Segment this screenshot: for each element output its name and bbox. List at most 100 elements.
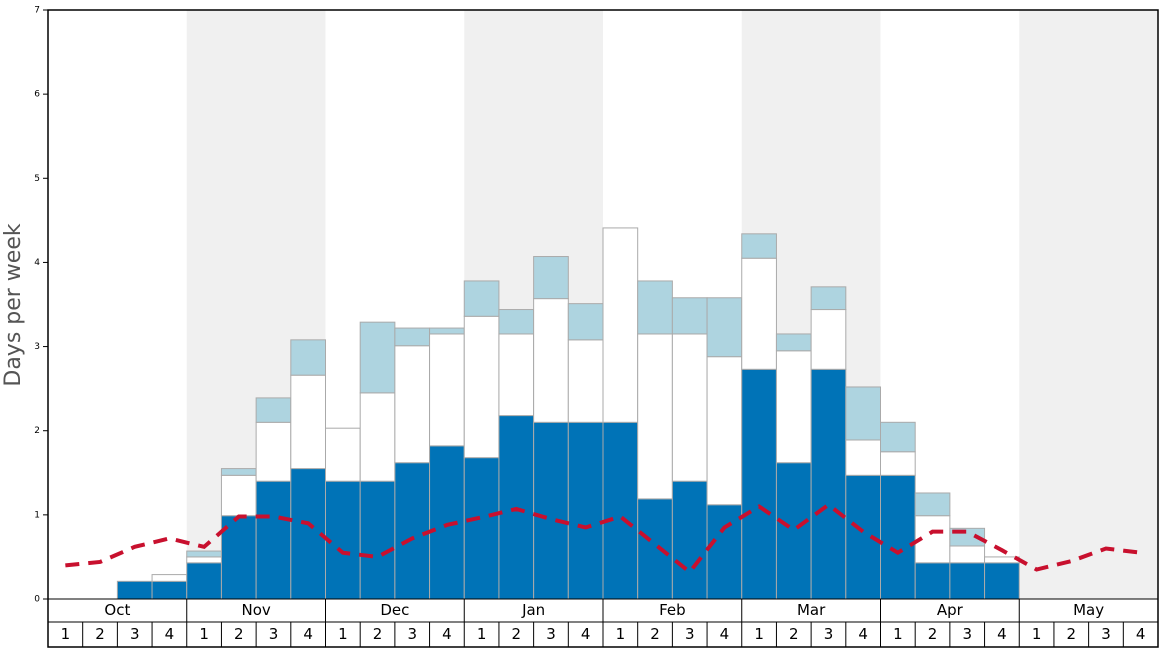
bar-segment: [394, 345, 431, 464]
bar-segment: [984, 556, 1020, 564]
month-label: Dec: [380, 601, 409, 619]
bar-segment: [914, 492, 951, 517]
week-label: 3: [962, 625, 972, 643]
bar-segment: [359, 480, 396, 600]
bar-segment: [706, 297, 743, 358]
bar-segment: [255, 421, 292, 482]
bar-segment: [845, 386, 881, 441]
bar-segment: [533, 298, 569, 423]
bar-segment: [359, 392, 396, 482]
week-label: 1: [477, 625, 487, 643]
y-tick-label: 5: [34, 174, 40, 184]
bar-segment: [775, 462, 812, 600]
bar-segment: [741, 233, 777, 259]
week-label: 2: [650, 625, 660, 643]
y-tick-label: 6: [34, 90, 40, 100]
bar-segment: [186, 562, 222, 600]
bar-segment: [151, 580, 188, 600]
week-label: 3: [1101, 625, 1111, 643]
month-label: Oct: [104, 601, 130, 619]
bar-segment: [429, 327, 465, 335]
bar-segment: [914, 562, 951, 600]
bar-segment: [533, 256, 569, 300]
week-label: 4: [858, 625, 868, 643]
bar-segment: [810, 368, 847, 600]
trend-line: [65, 502, 1141, 575]
week-label: 3: [546, 625, 556, 643]
week-label: 4: [720, 625, 730, 643]
bar-segment: [602, 421, 639, 600]
week-label: 3: [407, 625, 417, 643]
bar-segment: [741, 257, 777, 370]
bar-segment: [567, 421, 604, 600]
month-label: Apr: [937, 601, 964, 619]
week-label: 1: [1032, 625, 1042, 643]
week-label: 2: [512, 625, 522, 643]
week-label: 3: [130, 625, 140, 643]
week-label: 2: [1067, 625, 1077, 643]
bar-segment: [255, 480, 292, 600]
bar-segment: [880, 474, 916, 600]
y-tick-label: 4: [34, 258, 40, 268]
bar-segment: [463, 315, 500, 459]
bar-segment: [637, 333, 673, 500]
week-label: 4: [442, 625, 452, 643]
week-label: 2: [234, 625, 244, 643]
bar-segment: [463, 457, 500, 600]
bar-segment: [671, 333, 708, 482]
month-label: Nov: [241, 601, 270, 619]
bar-segment: [671, 480, 708, 600]
week-label: 2: [789, 625, 799, 643]
bar-segment: [706, 356, 743, 506]
bar-segment: [359, 321, 396, 394]
bar-segment: [880, 421, 916, 453]
week-label: 1: [199, 625, 209, 643]
bar-segment: [429, 445, 465, 600]
y-tick-label: 0: [34, 595, 40, 605]
week-label: 4: [997, 625, 1007, 643]
y-tick-label: 3: [34, 342, 40, 352]
week-label: 1: [893, 625, 903, 643]
bar-segment: [429, 333, 465, 447]
month-label: Jan: [521, 601, 545, 619]
bar-segment: [220, 468, 257, 476]
bar-segment: [290, 468, 326, 600]
bar-segment: [775, 333, 812, 352]
bar-segment: [706, 504, 743, 600]
week-label: 1: [754, 625, 764, 643]
bar-segment: [498, 309, 535, 335]
week-label: 1: [616, 625, 626, 643]
bar-segment: [637, 280, 673, 335]
bar-segment: [325, 427, 361, 482]
bar-segment: [186, 550, 222, 558]
week-label: 4: [165, 625, 175, 643]
week-label: 2: [373, 625, 383, 643]
bar-segment: [567, 339, 604, 423]
frame: [47, 9, 1159, 648]
y-tick-label: 7: [34, 6, 40, 16]
bar-segment: [671, 297, 708, 335]
bar-segment: [290, 339, 326, 376]
week-label: 4: [1136, 625, 1146, 643]
bar-segment: [255, 397, 292, 423]
bar-segment: [186, 556, 222, 564]
week-label: 2: [928, 625, 938, 643]
month-label: May: [1073, 601, 1104, 619]
bar-segment: [394, 462, 431, 600]
bar-segment: [984, 562, 1020, 600]
bar-segment: [394, 327, 431, 347]
month-label: Mar: [797, 601, 826, 619]
bar-segment: [116, 580, 153, 600]
bar-segment: [220, 474, 257, 517]
y-axis-label: Days per week: [1, 223, 26, 386]
bar-segment: [567, 303, 604, 341]
week-label: 4: [581, 625, 591, 643]
bar-segment: [151, 574, 188, 582]
bar-segment: [845, 439, 881, 476]
week-label: 1: [61, 625, 71, 643]
bar-segment: [498, 333, 535, 417]
bar-segment: [637, 498, 673, 600]
bar-segment: [741, 368, 777, 600]
week-label: 3: [685, 625, 695, 643]
week-label: 1: [338, 625, 348, 643]
